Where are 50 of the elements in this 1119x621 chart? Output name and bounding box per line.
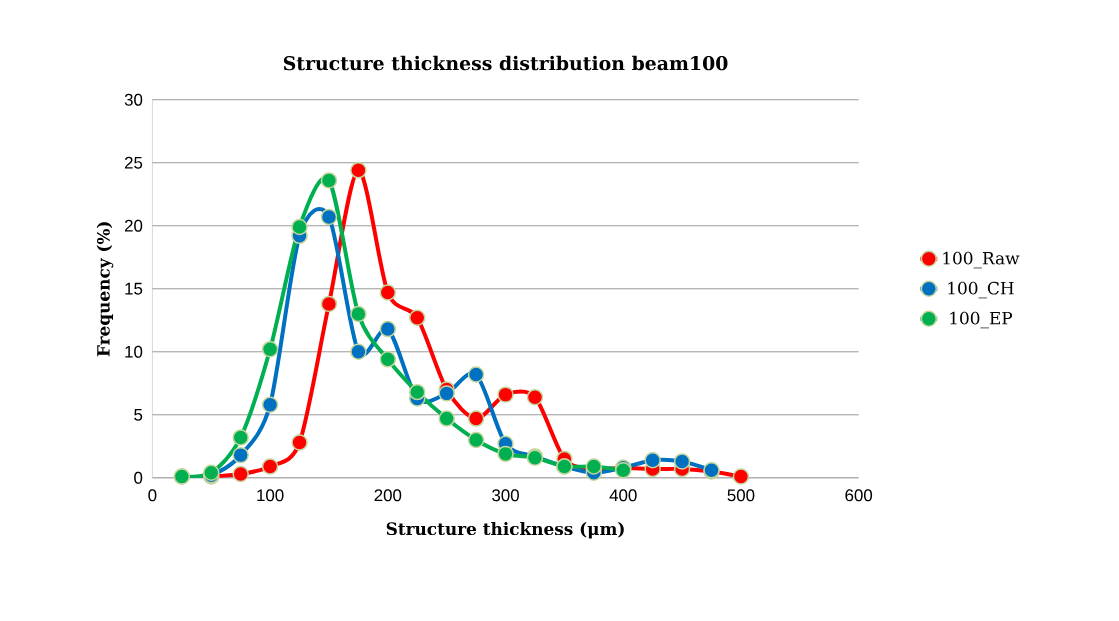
- y-tick-label: 0: [134, 471, 143, 484]
- point: [291, 434, 308, 451]
- point: [232, 446, 249, 464]
- legend-label: 100_CH: [948, 281, 1014, 299]
- y-tick-label: 10: [125, 345, 143, 358]
- point: [261, 396, 279, 413]
- point: [379, 320, 397, 338]
- y-tick-label: 5: [134, 408, 143, 421]
- y-tick-label: 20: [124, 219, 143, 232]
- point: [644, 451, 661, 469]
- x-tick-label: 100: [257, 489, 284, 502]
- point: [261, 340, 279, 358]
- point: [261, 458, 279, 475]
- x-tick-label: 500: [727, 489, 755, 502]
- x-tick-label: 200: [374, 489, 402, 502]
- point: [320, 295, 338, 312]
- point: [673, 452, 691, 470]
- x-tick-label: 0: [148, 489, 157, 502]
- point: [379, 350, 397, 368]
- point: [379, 284, 397, 301]
- point: [232, 429, 249, 446]
- point: [438, 384, 455, 402]
- y-axis-title: Frequency (%): [96, 221, 114, 357]
- x-tick-label: 300: [492, 489, 519, 502]
- x-tick-label: 400: [609, 489, 637, 502]
- point: [467, 366, 485, 383]
- x-tick-label: 600: [845, 489, 873, 502]
- y-tick-label: 30: [124, 93, 143, 106]
- legend-label: 100_Raw: [943, 251, 1020, 269]
- point: [467, 410, 485, 427]
- point: [438, 410, 455, 427]
- x-axis-title: Structure thickness (μm): [386, 521, 624, 539]
- point: [497, 386, 514, 403]
- point: [350, 161, 367, 179]
- y-tick-label: 25: [124, 156, 143, 169]
- point: [320, 171, 338, 189]
- legend-label: 100_EP: [950, 311, 1013, 329]
- point: [350, 305, 367, 322]
- point: [497, 445, 514, 462]
- point: [467, 431, 485, 449]
- chart-title: Structure thickness distribution beam100: [283, 55, 728, 71]
- point: [409, 383, 426, 401]
- point: [232, 465, 249, 483]
- y-tick-label: 15: [125, 282, 143, 295]
- point: [320, 208, 338, 225]
- point: [526, 388, 544, 406]
- point: [291, 218, 308, 236]
- point: [409, 309, 426, 326]
- point: [732, 468, 750, 485]
- point: [350, 343, 367, 360]
